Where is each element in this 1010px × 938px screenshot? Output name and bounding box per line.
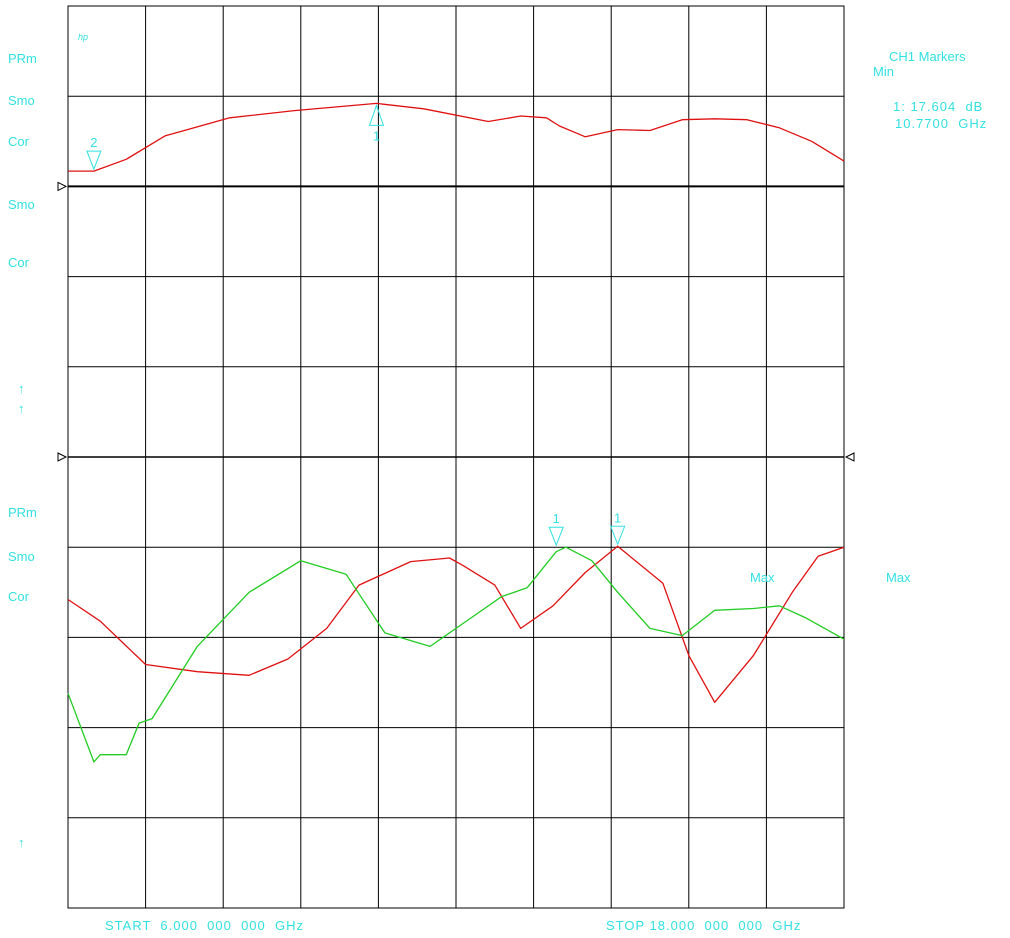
- marker-readout-value: 1: 17.604 dB: [893, 99, 984, 114]
- lower-arrow: ↑: [18, 835, 25, 850]
- upper-arrow-2: ↑: [18, 401, 25, 416]
- upper-label-smo-2: Smo: [8, 197, 35, 212]
- lower-max-label: Max: [750, 570, 775, 585]
- upper-arrow-1: ↑: [18, 381, 25, 396]
- upper-label-cor-2: Cor: [8, 255, 29, 270]
- upper-marker-2-label: 2: [90, 135, 97, 150]
- upper-red-trace: [68, 102, 845, 172]
- hp-logo: hp: [78, 32, 89, 42]
- upper-marker-1-label: 1: [373, 128, 380, 143]
- lower-red-trace: [67, 545, 845, 703]
- marker-readout-freq: 10.7700 GHz: [895, 116, 988, 131]
- lower-marker-green-1-label: 1: [553, 511, 560, 526]
- traces: [67, 102, 845, 763]
- start-frequency: START 6.000 000 000 GHz: [105, 918, 304, 933]
- upper-label-smo: Smo: [8, 93, 35, 108]
- lower-marker-red-1: [609, 525, 626, 546]
- lower-green-trace: [67, 546, 845, 763]
- lower-label-smo: Smo: [8, 549, 35, 564]
- stop-frequency: STOP 18.000 000 000 GHz: [606, 918, 802, 933]
- lower-max-label-right: Max: [886, 570, 911, 585]
- grid: [67, 5, 845, 909]
- upper-marker-2: [86, 150, 102, 171]
- lower-reference-arrow-right: [844, 452, 855, 462]
- upper-label-prm: PRm: [8, 51, 37, 66]
- lower-reference-arrow-left: [57, 452, 68, 462]
- reference-lines: [57, 181, 855, 462]
- upper-reference-arrow: [57, 181, 68, 192]
- markers-mode: Min: [873, 64, 894, 79]
- lower-marker-red-1-label: 1: [614, 510, 621, 525]
- upper-marker-1: [368, 103, 385, 126]
- markers-title: CH1 Markers: [889, 49, 966, 64]
- lower-label-prm: PRm: [8, 505, 37, 520]
- lower-marker-green-1: [548, 526, 564, 547]
- markers: 1 2 1 1: [86, 103, 626, 547]
- lower-label-cor: Cor: [8, 589, 29, 604]
- upper-label-cor: Cor: [8, 134, 29, 149]
